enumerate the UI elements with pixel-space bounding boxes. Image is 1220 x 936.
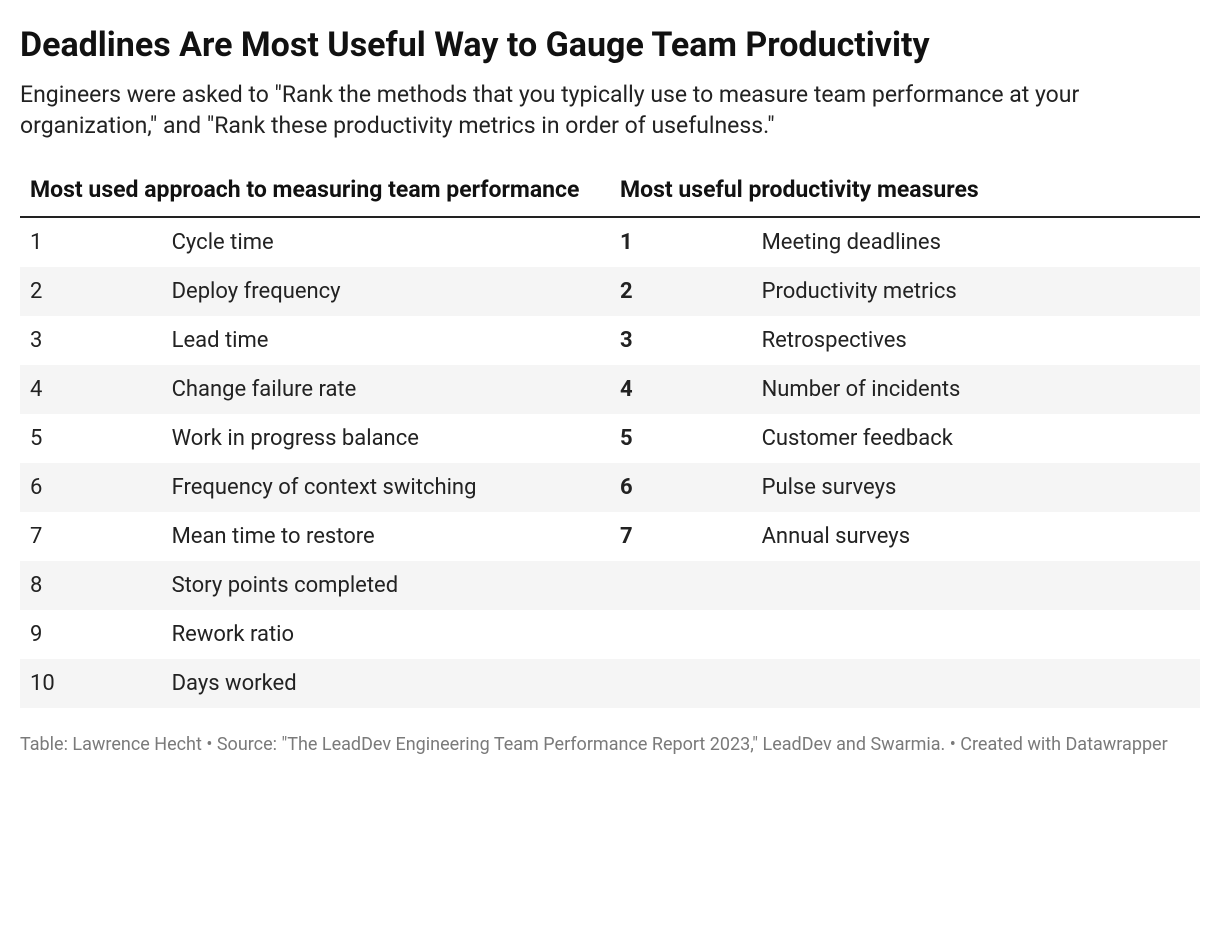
rank-left: 6 [20,463,162,512]
rank-right: 7 [610,512,752,561]
rank-right: 1 [610,217,752,267]
label-left: Mean time to restore [162,512,610,561]
table-row: 6 Frequency of context switching 6 Pulse… [20,463,1200,512]
label-left: Change failure rate [162,365,610,414]
rank-right: 2 [610,267,752,316]
table-row: 9 Rework ratio [20,610,1200,659]
label-right: Pulse surveys [752,463,1200,512]
rank-left: 5 [20,414,162,463]
table-footer-credit: Table: Lawrence Hecht • Source: "The Lea… [20,732,1200,757]
table-header-row: Most used approach to measuring team per… [20,171,1200,218]
rank-left: 10 [20,659,162,708]
label-right: Retrospectives [752,316,1200,365]
rank-left: 9 [20,610,162,659]
label-right [752,561,1200,610]
page-title: Deadlines Are Most Useful Way to Gauge T… [20,24,1200,67]
label-right: Customer feedback [752,414,1200,463]
label-right: Annual surveys [752,512,1200,561]
rank-right: 6 [610,463,752,512]
label-left: Story points completed [162,561,610,610]
rank-right [610,610,752,659]
table-row: 7 Mean time to restore 7 Annual surveys [20,512,1200,561]
table-row: 1 Cycle time 1 Meeting deadlines [20,217,1200,267]
label-right: Number of incidents [752,365,1200,414]
rank-right: 4 [610,365,752,414]
rank-left: 3 [20,316,162,365]
label-right: Meeting deadlines [752,217,1200,267]
label-left: Work in progress balance [162,414,610,463]
table-row: 4 Change failure rate 4 Number of incide… [20,365,1200,414]
table-header-right: Most useful productivity measures [610,171,1200,218]
page-subtitle: Engineers were asked to "Rank the method… [20,79,1200,141]
rank-table: Most used approach to measuring team per… [20,171,1200,709]
label-left: Rework ratio [162,610,610,659]
label-right [752,610,1200,659]
table-row: 10 Days worked [20,659,1200,708]
table-row: 2 Deploy frequency 2 Productivity metric… [20,267,1200,316]
table-header-left: Most used approach to measuring team per… [20,171,610,218]
table-row: 8 Story points completed [20,561,1200,610]
label-left: Frequency of context switching [162,463,610,512]
rank-left: 1 [20,217,162,267]
label-left: Deploy frequency [162,267,610,316]
rank-right: 3 [610,316,752,365]
rank-right [610,659,752,708]
label-left: Lead time [162,316,610,365]
label-left: Cycle time [162,217,610,267]
rank-right [610,561,752,610]
rank-left: 8 [20,561,162,610]
label-left: Days worked [162,659,610,708]
table-row: 3 Lead time 3 Retrospectives [20,316,1200,365]
label-right: Productivity metrics [752,267,1200,316]
rank-left: 2 [20,267,162,316]
rank-left: 7 [20,512,162,561]
table-row: 5 Work in progress balance 5 Customer fe… [20,414,1200,463]
rank-left: 4 [20,365,162,414]
rank-right: 5 [610,414,752,463]
page-container: Deadlines Are Most Useful Way to Gauge T… [0,0,1220,788]
label-right [752,659,1200,708]
